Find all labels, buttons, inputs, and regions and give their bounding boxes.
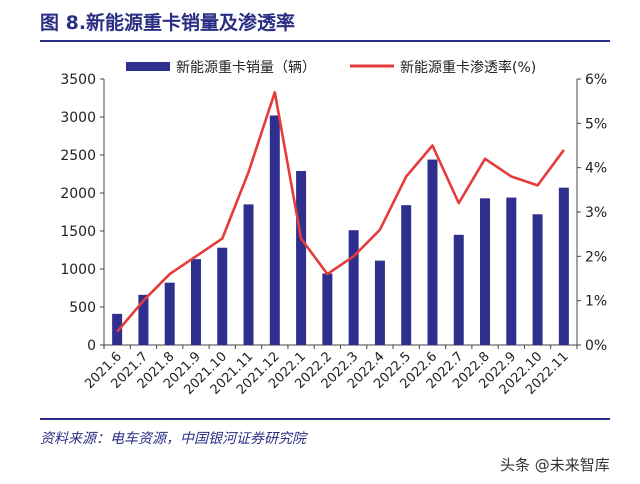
bar [480, 198, 491, 345]
y-left-tick-label: 0 [87, 338, 96, 354]
bar [558, 187, 569, 345]
legend: 新能源重卡销量（辆） 新能源重卡渗透率(%) [126, 59, 536, 76]
y-right-tick-label: 5% [585, 116, 607, 132]
chart-axes: 0 500 1000 1500 2000 2500 3000 3500 0% 1% 2% 3% 4% 5%… [60, 72, 607, 354]
bar [138, 294, 149, 345]
penetration-line [116, 91, 565, 333]
y-left-tick-label: 3000 [60, 110, 96, 126]
bar [164, 282, 175, 345]
bar [401, 205, 412, 345]
y-right-tick-label: 0% [585, 338, 607, 354]
y-left-tick-label: 1000 [60, 262, 96, 278]
bar-series [112, 115, 569, 345]
bar [112, 313, 123, 345]
legend-bar-swatch [126, 62, 170, 71]
bar [427, 159, 438, 345]
y-left-tick-label: 2000 [60, 186, 96, 202]
chart: 0 500 1000 1500 2000 2500 3000 3500 0% 1% 2% 3% 4% 5%… [60, 59, 607, 398]
watermark: 头条 @未来智库 [500, 456, 610, 474]
bottom-rule [40, 418, 610, 420]
y-left-tick-label: 3500 [60, 72, 96, 88]
y-right-tick-label: 3% [585, 205, 607, 221]
y-left-tick-label: 2500 [60, 148, 96, 164]
bar [217, 247, 228, 345]
line-series [116, 91, 565, 333]
bar [453, 234, 464, 345]
bar [296, 170, 307, 345]
bar [190, 259, 201, 345]
y-right-tick-label: 2% [585, 249, 607, 265]
bar [506, 197, 517, 345]
top-rule [40, 40, 610, 42]
source-note: 资料来源：电车资源，中国银河证券研究院 [40, 431, 306, 447]
legend-bar-label: 新能源重卡销量（辆） [176, 60, 316, 76]
y-right-tick-label: 4% [585, 161, 607, 177]
y-left-tick-label: 500 [69, 300, 96, 316]
y-left-tick-label: 1500 [60, 224, 96, 240]
x-tick-labels: 2021.62021.72021.82021.92021.102021.1120… [82, 349, 572, 398]
legend-line-label: 新能源重卡渗透率(%) [400, 59, 536, 76]
figure-title: 图 8.新能源重卡销量及渗透率 [40, 12, 296, 34]
bar [532, 214, 543, 345]
bar [243, 204, 254, 345]
y-right-tick-label: 6% [585, 72, 607, 88]
bar [374, 260, 385, 345]
y-right-tick-label: 1% [585, 294, 607, 310]
bar [269, 115, 280, 345]
bar [322, 273, 333, 345]
bar [348, 230, 359, 345]
